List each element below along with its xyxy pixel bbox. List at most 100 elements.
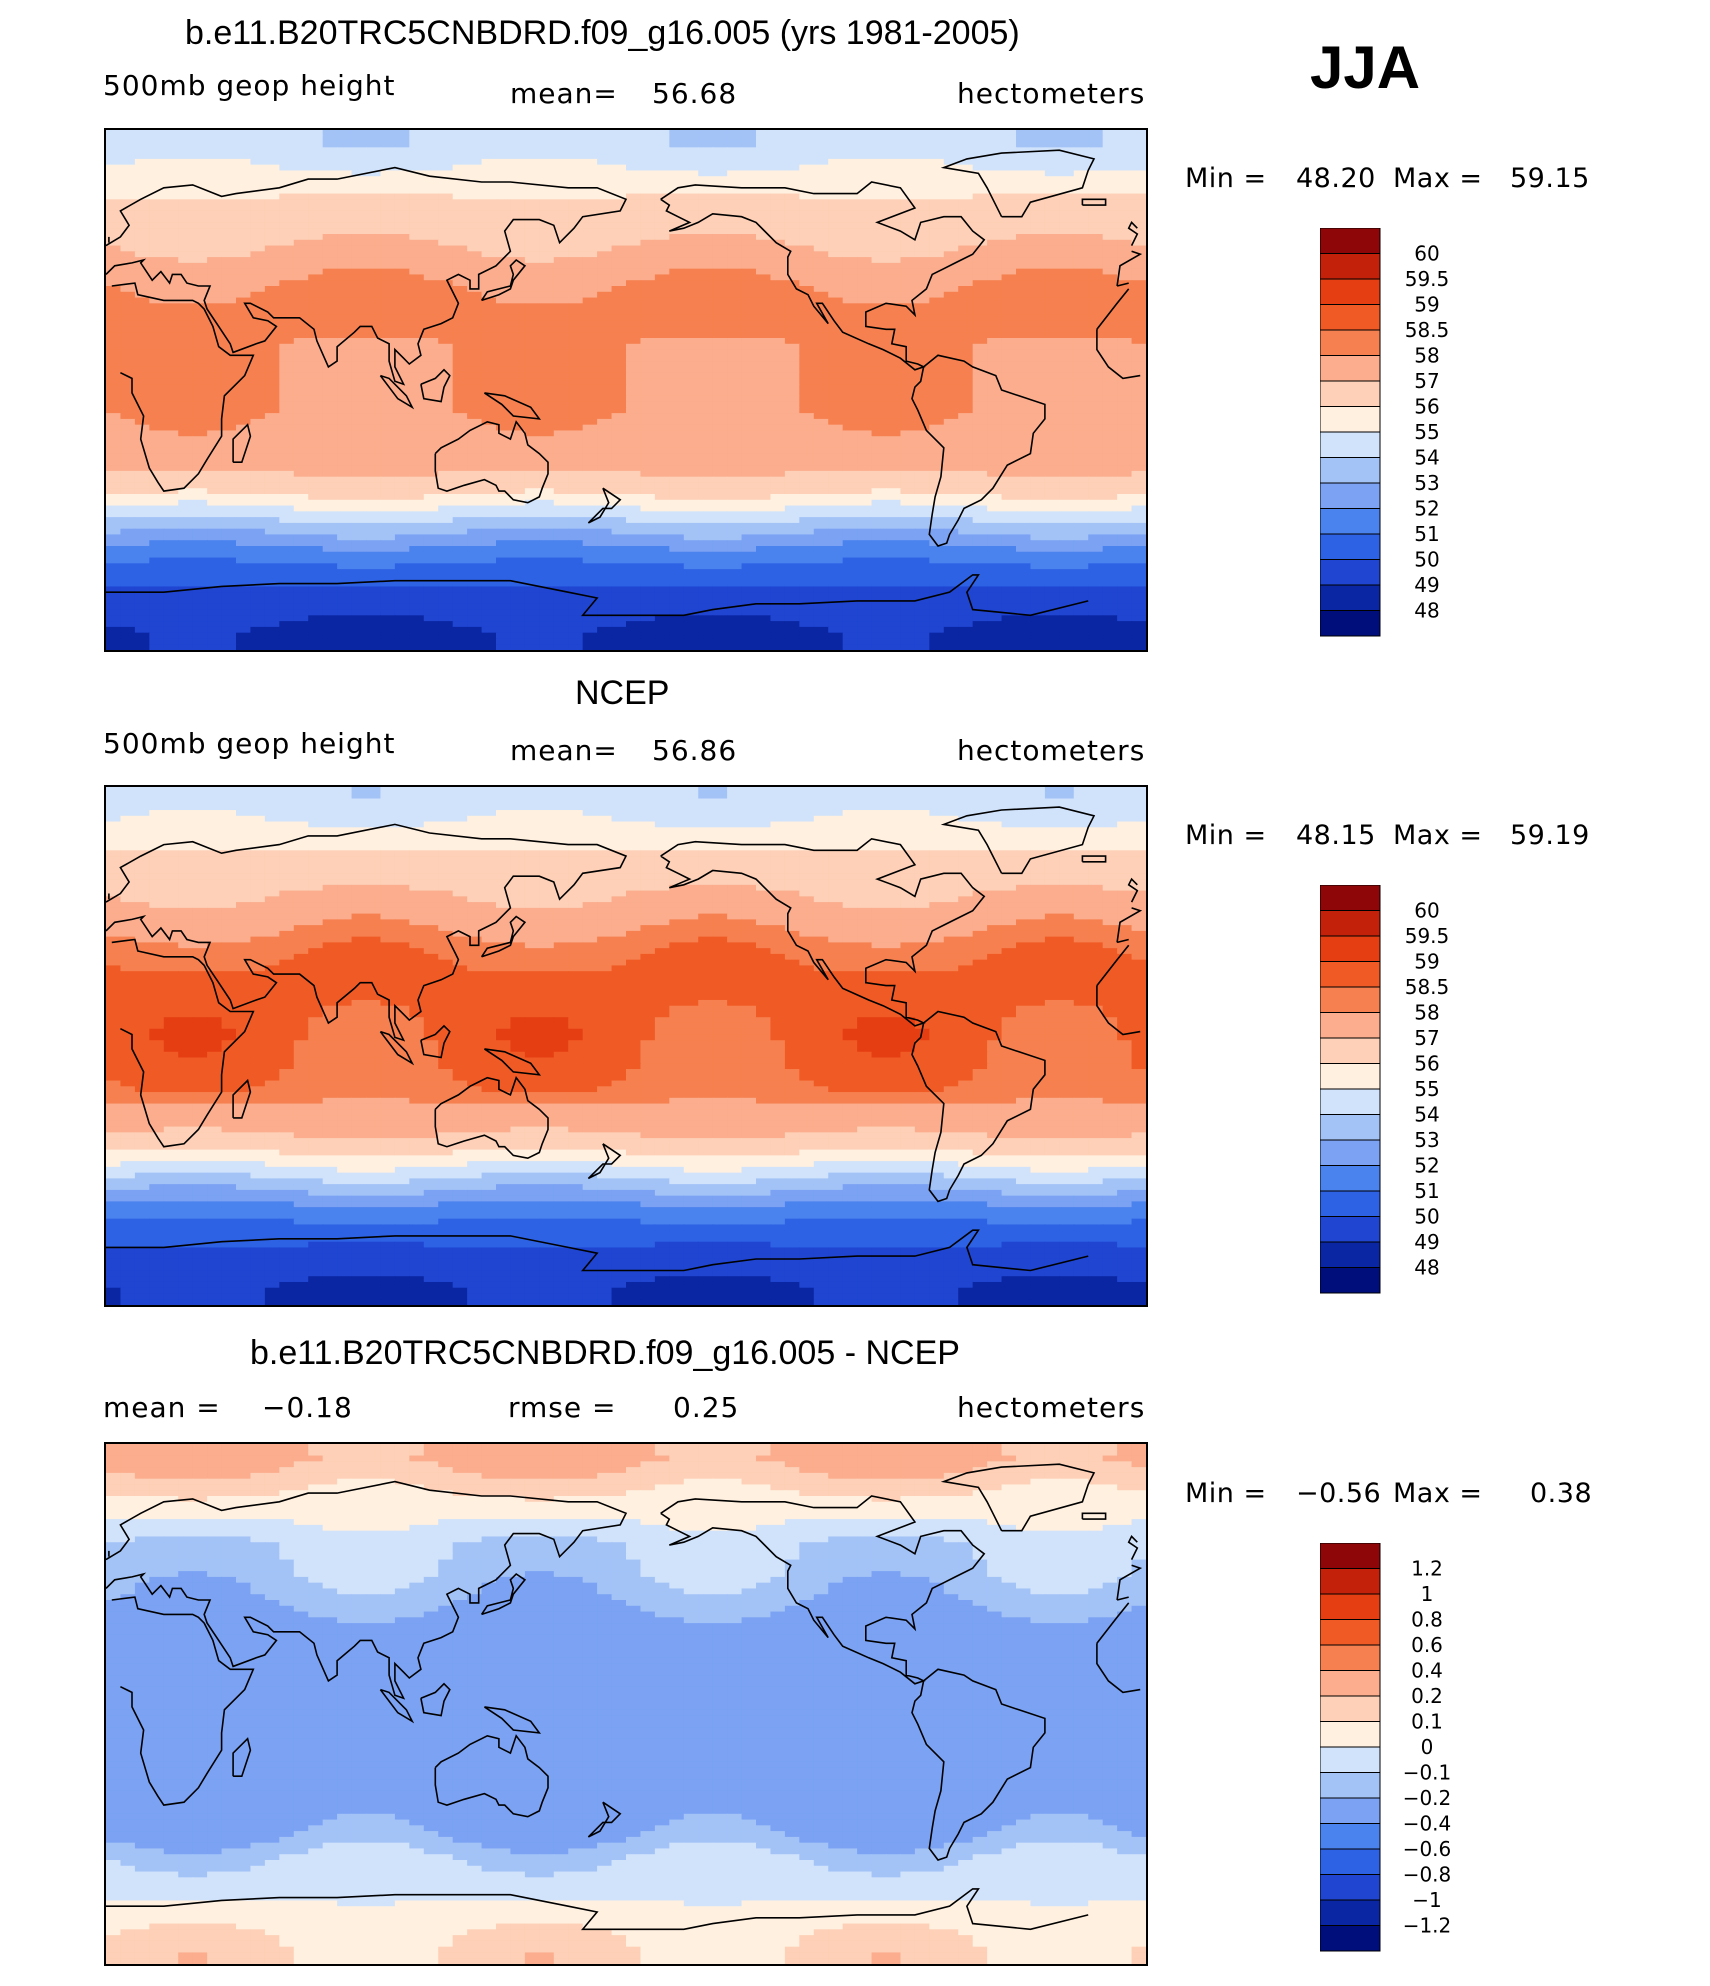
field-cell [134,170,150,177]
field-cell [900,234,916,241]
field-cell [178,401,194,408]
field-cell [842,366,858,374]
field-cell [972,199,988,206]
field-cell [1001,366,1017,374]
field-cell [857,511,873,518]
field-cell [813,494,829,501]
field-cell [192,297,208,304]
field-cell [857,459,873,466]
field-cell [1001,470,1017,478]
field-cell [987,274,1003,281]
field-cell [250,245,266,252]
field-cell [741,465,757,472]
field-cell [221,482,237,489]
field-cell [943,228,959,235]
field-cell [409,164,425,172]
field-cell [409,522,425,530]
field-cell [972,436,988,443]
field-cell [611,343,627,351]
field-cell [828,182,844,189]
field-cell [380,268,396,276]
field-cell [481,349,497,356]
field-cell [351,286,367,293]
field-cell [510,436,526,443]
field-cell [756,372,772,380]
field-cell [972,164,988,172]
field-cell [626,314,642,322]
field-cell [250,384,266,391]
field-cell [423,517,439,524]
field-cell [611,332,627,339]
field-cell [987,343,1003,351]
field-cell [568,488,584,495]
field-cell [914,488,930,495]
field-cell [120,158,136,166]
field-cell [1073,257,1089,264]
field-cell [1001,378,1017,385]
field-cell [207,199,223,206]
field-cell [813,395,829,403]
field-cell [1117,499,1133,507]
field-cell [351,476,367,484]
field-cell [293,245,309,252]
field-cell [683,442,699,449]
field-cell [337,268,353,276]
field-cell [236,528,252,536]
field-cell [1131,193,1146,200]
field-cell [756,251,772,258]
field-cell [539,193,555,200]
field-cell [857,228,873,235]
field-cell [496,199,512,206]
field-cell [1001,239,1017,247]
field-cell [886,193,902,200]
field-cell [380,355,396,362]
field-cell [958,465,974,472]
field-cell [192,476,208,484]
field-cell [712,505,728,512]
field-cell [1059,366,1075,374]
field-cell [1073,199,1089,206]
field-cell [264,465,280,472]
field-cell [120,314,136,322]
field-cell [423,182,439,189]
field-cell [380,291,396,299]
field-cell [1001,442,1017,449]
field-cell [264,245,280,252]
field-cell [322,505,338,512]
field-cell [626,442,642,449]
field-cell [322,470,338,478]
field-cell [423,222,439,229]
field-cell [1001,314,1017,322]
field-cell [987,494,1003,501]
field-cell [149,268,165,276]
field-cell [553,366,569,374]
field-cell [207,170,223,177]
field-cell [828,453,844,460]
field-cell [264,268,280,276]
field-cell [972,228,988,235]
field-cell [871,424,887,432]
field-cell [712,268,728,276]
field-cell [308,164,324,172]
field-cell [467,378,483,385]
field-cell [207,251,223,258]
field-cell [1059,210,1075,218]
field-cell [192,465,208,472]
field-cell [914,395,930,403]
field-cell [423,470,439,478]
field-cell [1131,447,1146,455]
field-cell [149,384,165,391]
field-cell [510,465,526,472]
field-cell [784,465,800,472]
field-cell [322,205,338,212]
field-cell [972,349,988,356]
field-cell [467,228,483,235]
field-cell [857,401,873,408]
field-cell [1073,395,1089,403]
field-cell [958,309,974,316]
field-cell [553,216,569,224]
field-cell [351,436,367,443]
field-cell [163,430,179,437]
field-cell [207,476,223,484]
field-cell [871,482,887,489]
